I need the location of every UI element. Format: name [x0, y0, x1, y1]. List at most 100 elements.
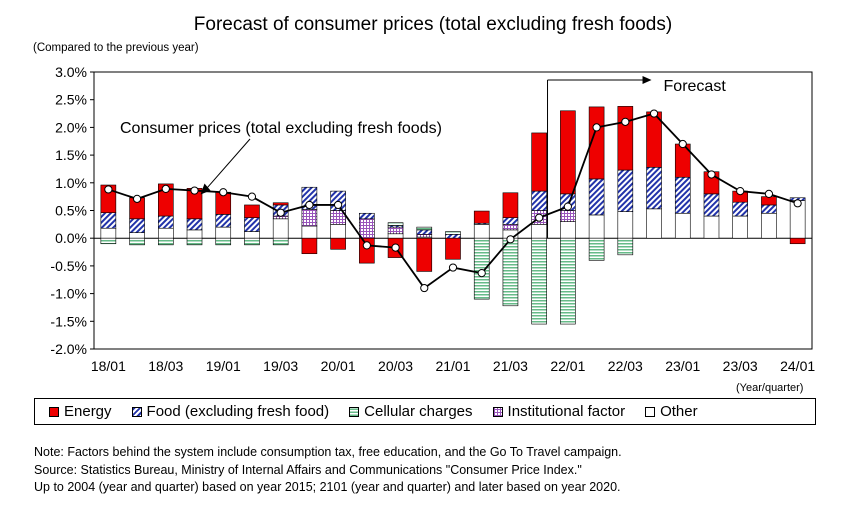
bar-other — [301, 225, 318, 239]
bar-cellular — [387, 222, 404, 226]
bar-institutional — [387, 226, 404, 235]
bar-other — [674, 212, 691, 239]
chart-notes: Note: Factors behind the system include … — [34, 444, 622, 497]
cpi-point — [448, 263, 458, 272]
forecast-arrow-head — [642, 76, 652, 84]
cpi-point — [132, 194, 142, 203]
bar-cellular — [473, 237, 490, 300]
cpi-line — [108, 112, 798, 290]
x-tick-label: 20/03 — [378, 358, 413, 374]
legend-swatch — [645, 406, 656, 417]
legend-label: Other — [660, 403, 698, 420]
legend-label: Cellular charges — [364, 403, 473, 420]
y-tick-label: 1.5% — [55, 147, 87, 163]
bar-energy — [272, 202, 289, 206]
bar-food — [646, 166, 662, 210]
bar-other — [272, 218, 289, 239]
cpi-point — [276, 208, 285, 217]
legend-swatch — [131, 406, 142, 417]
cpi-point — [334, 200, 343, 210]
y-tick-label: 2.0% — [55, 119, 87, 135]
x-tick-label: 22/03 — [608, 358, 643, 374]
bar-other — [244, 231, 260, 239]
bar-other — [129, 232, 145, 239]
cpi-point — [420, 283, 429, 293]
x-tick-label: 21/01 — [435, 358, 470, 374]
cpi-point — [764, 189, 774, 198]
bar-cellular — [617, 237, 634, 256]
bar-food — [100, 212, 117, 229]
bar-other — [646, 208, 662, 239]
bar-energy — [445, 237, 461, 260]
line-label: Consumer prices (total excluding fresh f… — [120, 120, 442, 137]
bar-energy — [330, 237, 346, 250]
bar-food — [761, 204, 777, 214]
bar-energy — [789, 237, 806, 245]
bar-other — [732, 215, 749, 239]
y-tick-label: 0.5% — [55, 203, 87, 219]
x-tick-label: 21/03 — [493, 358, 528, 374]
bar-food — [215, 214, 232, 228]
x-tick-label: 20/01 — [321, 358, 356, 374]
bar-food — [244, 217, 260, 232]
cpi-point — [362, 241, 371, 250]
bar-cellular — [588, 237, 605, 261]
bar-food — [186, 218, 203, 231]
bar-food — [129, 218, 145, 233]
cpi-point — [736, 187, 745, 196]
bar-institutional — [301, 209, 318, 227]
bar-other — [703, 215, 720, 239]
bar-food — [617, 169, 634, 212]
bar-other — [186, 229, 203, 239]
bar-other — [158, 227, 174, 239]
cpi-point — [535, 213, 544, 222]
cpi-point — [305, 200, 314, 210]
bar-other — [761, 212, 777, 239]
cpi-point — [190, 186, 199, 195]
cpi-point — [219, 188, 228, 197]
cpi-point — [707, 170, 716, 179]
legend-swatch — [49, 406, 59, 417]
cpi-point — [506, 235, 515, 244]
x-tick-label: 22/01 — [550, 358, 585, 374]
bar-cellular — [560, 237, 576, 325]
x-tick-label: 24/01 — [780, 358, 815, 374]
note-line: Note: Factors behind the system include … — [34, 445, 622, 459]
bar-energy — [617, 106, 634, 171]
bar-other — [215, 226, 232, 239]
bar-institutional — [560, 210, 576, 222]
chart-legend: Energy Food (excluding fresh food) Cellula… — [34, 398, 816, 425]
bar-institutional — [416, 234, 433, 238]
bar-cellular — [244, 237, 260, 246]
bar-cellular — [100, 237, 117, 245]
bar-other — [387, 233, 404, 239]
legend-item: Cellular charges — [349, 403, 473, 420]
y-tick-label: -0.5% — [50, 258, 87, 274]
cpi-point — [592, 123, 601, 132]
bar-cellular — [416, 226, 433, 231]
source-line: Source: Statistics Bureau, Ministry of I… — [34, 462, 582, 477]
cpi-point — [104, 185, 113, 194]
x-tick-label: 23/01 — [665, 358, 700, 374]
forecast-label: Forecast — [664, 78, 727, 95]
bar-other — [100, 227, 117, 239]
bar-institutional — [359, 218, 375, 239]
bar-cellular — [186, 237, 203, 246]
bar-energy — [502, 192, 519, 219]
cpi-point — [621, 117, 630, 126]
forecast-label-bg — [655, 73, 756, 95]
cpi-point — [649, 109, 659, 118]
chart-title: Forecast of consumer prices (total exclu… — [193, 14, 673, 35]
base-year-line: Up to 2004 (year and quarter) based on y… — [34, 480, 621, 494]
bar-energy — [301, 237, 318, 255]
legend-item: Other — [645, 403, 698, 420]
x-tick-label: 18/01 — [91, 358, 126, 374]
bar-cellular — [272, 237, 289, 246]
legend-label: Institutional factor — [507, 403, 626, 420]
bar-food — [359, 212, 375, 220]
cpi-point — [247, 192, 257, 201]
bar-food — [445, 234, 461, 239]
legend-item: Institutional factor — [492, 403, 626, 420]
cpi-point — [477, 269, 486, 278]
